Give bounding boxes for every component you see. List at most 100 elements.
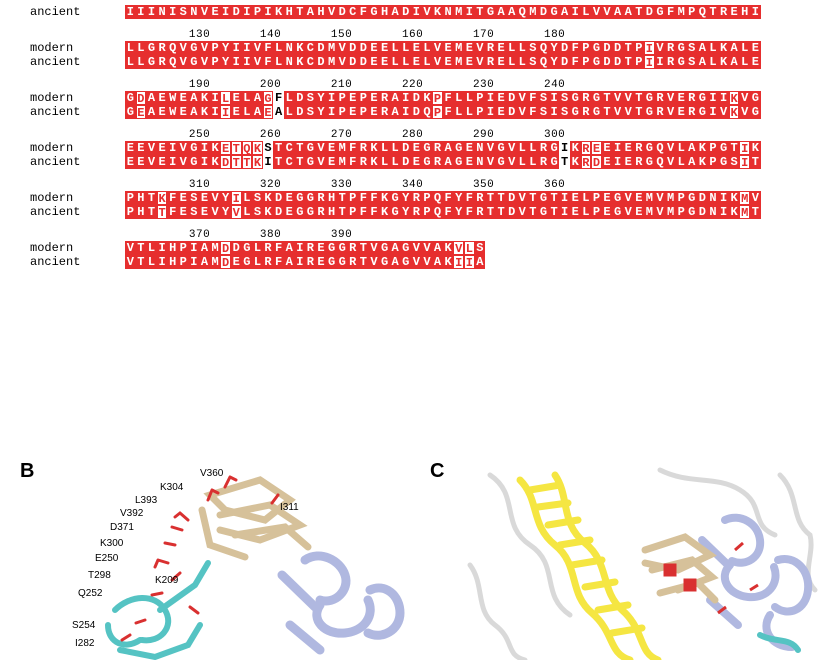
residue: L <box>400 41 411 55</box>
residue: G <box>305 155 316 169</box>
residue: S <box>305 105 316 119</box>
residue: G <box>570 91 581 105</box>
residue: F <box>369 191 380 205</box>
residue: T <box>358 255 369 269</box>
residue: G <box>422 155 433 169</box>
sequence: GEAEWEAKIIELAEALDSYIPEPERAIDQPFLLPIEDVFS… <box>125 105 761 119</box>
residue: A <box>729 55 740 69</box>
residue: A <box>443 155 454 169</box>
residue: E <box>411 55 422 69</box>
residue: T <box>634 5 645 19</box>
sequence-label: modern <box>30 41 125 55</box>
residue: G <box>676 55 687 69</box>
residue: M <box>210 255 221 269</box>
residue: H <box>136 205 147 219</box>
residue: G <box>422 141 433 155</box>
residue: D <box>411 91 422 105</box>
residue: L <box>464 105 475 119</box>
residue: D <box>400 155 411 169</box>
residue: P <box>125 191 136 205</box>
residue: E <box>464 55 475 69</box>
residue: R <box>485 41 496 55</box>
residue: D <box>591 155 602 169</box>
residue: P <box>178 241 189 255</box>
residue: V <box>739 105 750 119</box>
residue: V <box>517 91 528 105</box>
residue: F <box>464 191 475 205</box>
sequence: LLGRQVGVPYIIVFLNKCDMVDDEELLELVEMEVRELLSQ… <box>125 55 761 69</box>
alignment-row: modernGDAEWEAKILELAGFLDSYIPEPERAIDKPFLLP… <box>30 91 795 105</box>
residue: C <box>284 141 295 155</box>
residue: K <box>697 141 708 155</box>
residue: G <box>496 141 507 155</box>
residue: I <box>739 155 750 169</box>
residue: I <box>464 5 475 19</box>
residue: I <box>295 255 306 269</box>
residue: L <box>379 155 390 169</box>
residue: S <box>252 205 263 219</box>
residue: H <box>167 255 178 269</box>
residue: D <box>337 5 348 19</box>
residue: I <box>708 91 719 105</box>
residue: E <box>591 141 602 155</box>
residue: E <box>231 91 242 105</box>
residue: P <box>432 105 443 119</box>
residue: M <box>453 41 464 55</box>
residue: R <box>358 155 369 169</box>
residue: E <box>199 191 210 205</box>
residue: I <box>570 5 581 19</box>
residue: P <box>125 205 136 219</box>
position-ruler: 250 260 270 280 290 300 <box>125 129 795 141</box>
residue: W <box>167 91 178 105</box>
residue: S <box>178 5 189 19</box>
residue: D <box>316 55 327 69</box>
residue: V <box>665 91 676 105</box>
residue: T <box>634 91 645 105</box>
residue-label: K300 <box>100 538 123 549</box>
residue: Y <box>400 205 411 219</box>
residue: G <box>379 241 390 255</box>
residue: G <box>612 205 623 219</box>
residue: K <box>432 5 443 19</box>
residue: E <box>570 191 581 205</box>
residue: T <box>273 155 284 169</box>
residue: M <box>453 55 464 69</box>
residue: F <box>570 41 581 55</box>
alignment-row: ancientVTLIHPIAMDEGLRFAIREGGRTVGAGVVAKII… <box>30 255 795 269</box>
sequence-label: ancient <box>30 105 125 119</box>
residue: L <box>676 155 687 169</box>
residue: I <box>559 191 570 205</box>
residue: T <box>295 5 306 19</box>
residue: G <box>718 155 729 169</box>
residue: G <box>189 55 200 69</box>
residue: K <box>697 155 708 169</box>
residue: V <box>623 105 634 119</box>
residue: G <box>538 205 549 219</box>
residue: G <box>369 5 380 19</box>
residue: R <box>432 141 443 155</box>
residue: I <box>400 91 411 105</box>
residue: V <box>146 141 157 155</box>
residue: I <box>146 5 157 19</box>
residue: L <box>517 55 528 69</box>
sequence: LLGRQVGVPYIIVFLNKCDMVDDEELLELVEMEVRELLSQ… <box>125 41 761 55</box>
residue: Q <box>167 41 178 55</box>
residue: G <box>189 155 200 169</box>
residue: F <box>464 205 475 219</box>
residue: N <box>708 191 719 205</box>
residue: R <box>475 191 486 205</box>
sequence: VTLIHPIAMDDGLRFAIREGGRTVGAGVVAKVLS <box>125 241 485 255</box>
residue: E <box>602 205 613 219</box>
residue-label: T298 <box>88 570 111 581</box>
residue: H <box>316 5 327 19</box>
residue: F <box>358 5 369 19</box>
residue: L <box>252 241 263 255</box>
residue: R <box>538 141 549 155</box>
residue-label: I282 <box>75 638 94 649</box>
residue: A <box>697 55 708 69</box>
residue: K <box>570 155 581 169</box>
residue: E <box>347 105 358 119</box>
residue: N <box>157 5 168 19</box>
residue: Y <box>316 91 327 105</box>
residue: E <box>136 141 147 155</box>
